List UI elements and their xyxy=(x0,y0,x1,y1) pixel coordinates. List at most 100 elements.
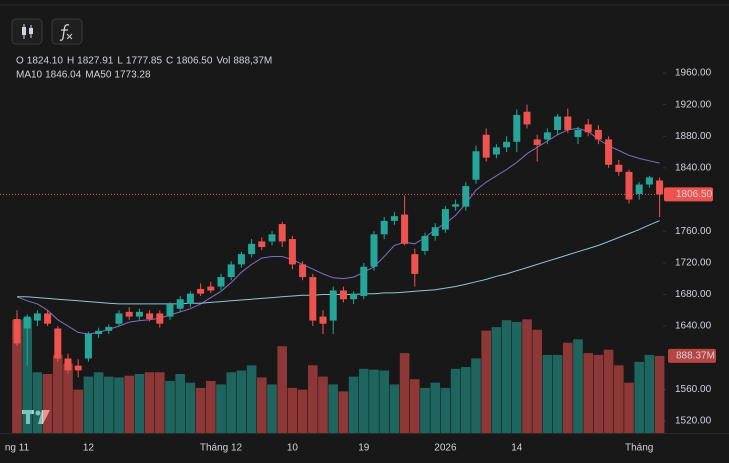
candle-body xyxy=(411,254,419,274)
y-tick-label: 1680.00 xyxy=(675,289,712,300)
ma-legend-value: 1773.28 xyxy=(114,70,151,81)
x-tick-label: 14 xyxy=(511,443,523,454)
x-tick-label: 19 xyxy=(358,443,370,454)
volume-bar xyxy=(420,387,430,433)
volume-bar xyxy=(593,354,604,433)
candle-body xyxy=(23,316,31,329)
legend-value: 1827.91 xyxy=(77,56,114,67)
candle-body xyxy=(482,134,490,158)
candle-body xyxy=(176,299,184,309)
volume-bar xyxy=(338,391,349,433)
ma-line xyxy=(16,127,660,335)
candle-body xyxy=(370,234,378,267)
ma-legend-name: MA50 xyxy=(85,70,112,81)
volume-bar xyxy=(461,367,471,433)
volume-bar xyxy=(430,382,440,433)
volume-bar xyxy=(491,327,502,433)
volume-bar xyxy=(501,320,512,433)
legend-value: 888,37M xyxy=(233,56,272,67)
candle-body xyxy=(350,293,358,300)
candle-body xyxy=(309,277,317,321)
candle-body xyxy=(156,313,164,324)
y-tick-label: 1840.00 xyxy=(675,163,712,174)
y-tick-label: 1880.00 xyxy=(675,131,712,142)
volume-bar xyxy=(165,380,175,433)
candle-body xyxy=(625,171,633,200)
candle-body xyxy=(84,334,92,359)
x-tick-label: 2026 xyxy=(434,443,457,454)
candle-body xyxy=(574,129,582,138)
volume-bar xyxy=(654,355,665,433)
volume-bar xyxy=(83,376,94,433)
candle-body xyxy=(472,151,480,180)
candle-body xyxy=(115,313,123,324)
candle-body xyxy=(543,132,551,140)
legend-value: 1777.85 xyxy=(126,56,163,67)
volume-bar xyxy=(440,387,451,433)
volume-bar xyxy=(226,372,236,433)
candle-body xyxy=(258,241,266,247)
candle-body xyxy=(186,293,194,304)
indicator-button[interactable] xyxy=(51,18,83,45)
volume-bar xyxy=(114,377,124,433)
volume-tag-label: 888.37M xyxy=(676,351,715,362)
candle-body xyxy=(360,266,368,297)
volume-bar xyxy=(134,374,145,433)
candle-body xyxy=(441,209,449,230)
volume-bar xyxy=(246,365,257,433)
volume-bar xyxy=(175,374,185,433)
ma-legend-name: MA10 xyxy=(16,70,43,81)
volume-bar xyxy=(522,319,532,433)
candle-body xyxy=(299,264,307,278)
candle-body xyxy=(13,318,21,344)
candle-body xyxy=(329,290,337,321)
candle-body xyxy=(421,235,429,251)
candle-body xyxy=(74,365,82,371)
candle-button[interactable] xyxy=(11,18,43,45)
y-tick-label: 1760.00 xyxy=(675,226,712,237)
candle-body xyxy=(44,313,52,324)
candle-body xyxy=(635,184,643,195)
legend-key: C xyxy=(166,56,173,67)
candle-body xyxy=(431,227,439,236)
candle-body xyxy=(248,243,256,255)
x-tick-label: 10 xyxy=(287,443,299,454)
candle-body xyxy=(237,254,245,265)
volume-bar xyxy=(32,372,43,433)
candle-body xyxy=(564,116,572,130)
x-tick-label: 12 xyxy=(83,443,95,454)
volume-bar xyxy=(614,365,624,433)
candle-body xyxy=(401,214,409,244)
volume-bar xyxy=(328,384,338,433)
candle-body xyxy=(33,313,41,321)
last-price-tag xyxy=(664,187,713,202)
volume-bar xyxy=(583,353,593,433)
y-tick-label: 1960.00 xyxy=(675,68,712,79)
volume-bar xyxy=(236,370,247,433)
legend-key: L xyxy=(117,56,123,67)
volume-bar xyxy=(450,368,461,433)
volume-bar xyxy=(257,377,267,433)
y-tick-label: 1920.00 xyxy=(675,99,712,110)
volume-bar xyxy=(359,368,369,433)
volume-bar xyxy=(287,387,298,433)
candle-body xyxy=(95,330,103,334)
candle-body xyxy=(615,164,623,172)
volume-bar xyxy=(379,370,389,433)
x-tick-label: ng 11 xyxy=(5,443,30,454)
candle-body xyxy=(656,180,664,195)
volume-bar xyxy=(12,320,22,433)
volume-bar xyxy=(277,346,287,433)
candle-body xyxy=(197,288,205,294)
volume-bar xyxy=(563,342,573,433)
candle-body xyxy=(452,204,460,207)
legend-key: H xyxy=(67,56,74,67)
x-tick-label: Tháng xyxy=(625,443,653,454)
volume-bar xyxy=(22,318,32,433)
candle-body xyxy=(135,311,143,317)
volume-bar xyxy=(399,353,410,433)
y-tick-label: 1640.00 xyxy=(675,321,712,332)
volume-bar xyxy=(644,354,655,433)
volume-bar xyxy=(267,384,277,433)
volume-bar xyxy=(512,321,522,433)
